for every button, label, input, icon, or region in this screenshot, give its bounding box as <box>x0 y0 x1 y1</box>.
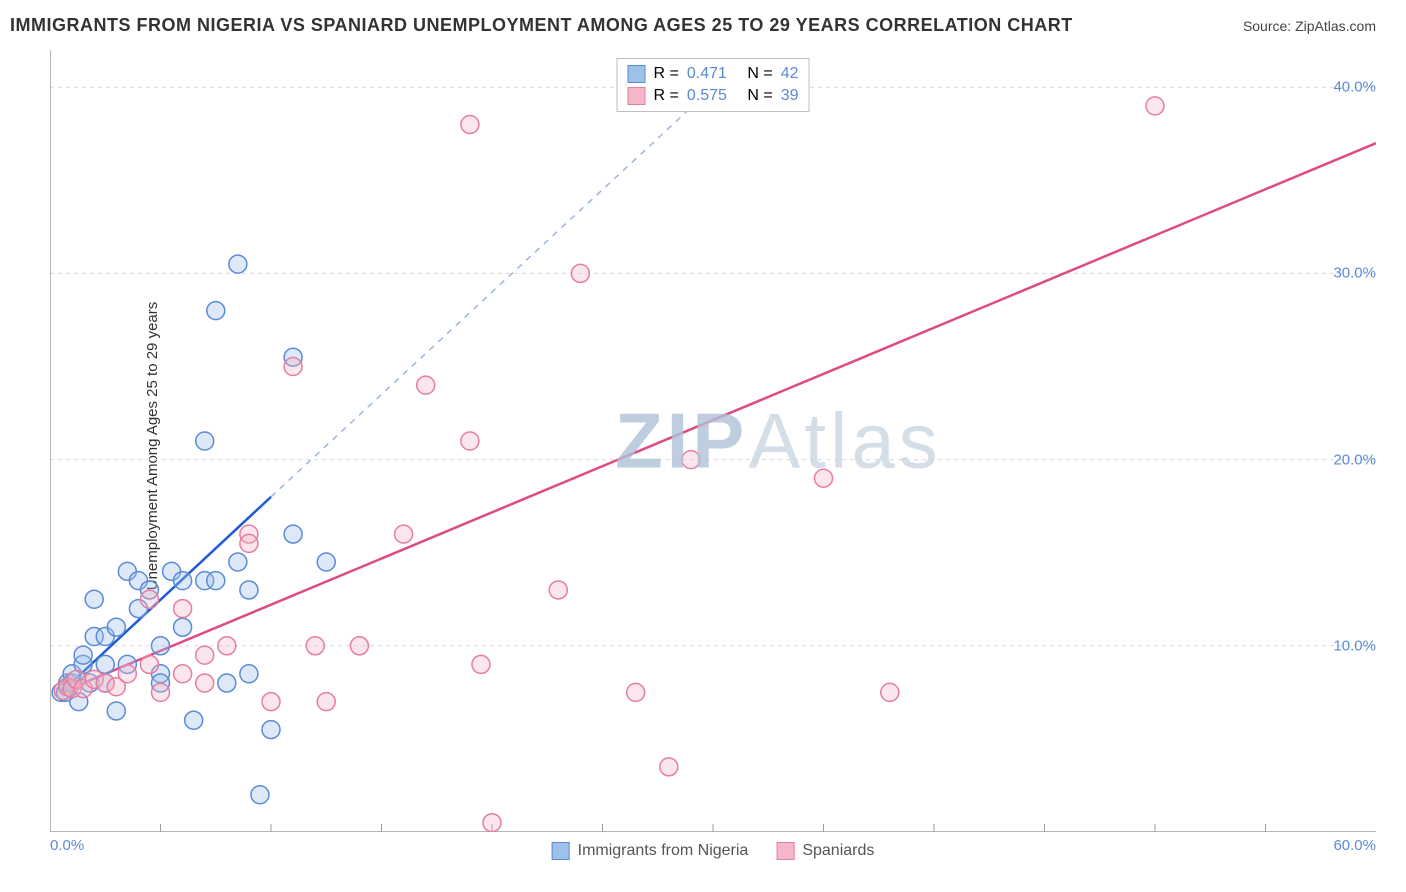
y-tick-label: 40.0% <box>1333 79 1376 96</box>
y-tick-label: 20.0% <box>1333 451 1376 468</box>
n-label: N = <box>747 63 772 85</box>
y-tick-label: 30.0% <box>1333 265 1376 282</box>
legend-item-nigeria: Immigrants from Nigeria <box>552 842 749 860</box>
y-tick-label: 10.0% <box>1333 637 1376 654</box>
x-max-label: 60.0% <box>1333 837 1376 854</box>
n-label: N = <box>747 85 772 107</box>
r-value-spaniards: 0.575 <box>687 85 727 107</box>
legend-stats-row-2: R = 0.575 N = 39 <box>628 85 799 107</box>
legend-stats: R = 0.471 N = 42 R = 0.575 N = 39 <box>617 58 810 112</box>
chart-title: IMMIGRANTS FROM NIGERIA VS SPANIARD UNEM… <box>10 15 1073 36</box>
plot-area: ZIPAtlas R = 0.471 N = 42 R = 0.575 N = … <box>50 50 1376 832</box>
legend-bottom: Immigrants from Nigeria Spaniards <box>552 842 875 860</box>
r-label: R = <box>654 85 679 107</box>
x-origin-label: 0.0% <box>50 837 84 854</box>
r-label: R = <box>654 63 679 85</box>
legend-label-spaniards: Spaniards <box>802 842 874 860</box>
swatch-spaniards <box>628 87 646 105</box>
legend-item-spaniards: Spaniards <box>776 842 874 860</box>
legend-stats-row-1: R = 0.471 N = 42 <box>628 63 799 85</box>
swatch-nigeria-icon <box>552 842 570 860</box>
plot-svg <box>50 50 1376 832</box>
legend-label-nigeria: Immigrants from Nigeria <box>578 842 749 860</box>
r-value-nigeria: 0.471 <box>687 63 727 85</box>
swatch-spaniards-icon <box>776 842 794 860</box>
n-value-spaniards: 39 <box>781 85 799 107</box>
n-value-nigeria: 42 <box>781 63 799 85</box>
chart-root: IMMIGRANTS FROM NIGERIA VS SPANIARD UNEM… <box>0 0 1406 892</box>
swatch-nigeria <box>628 65 646 83</box>
source-label: Source: ZipAtlas.com <box>1243 18 1376 34</box>
